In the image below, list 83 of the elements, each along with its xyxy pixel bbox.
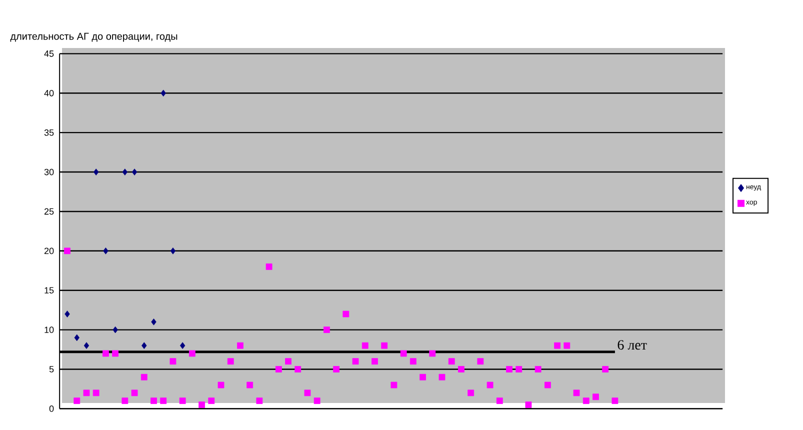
point — [179, 398, 186, 404]
point — [112, 350, 119, 357]
point — [198, 402, 205, 408]
y-tick-label: 15 — [44, 287, 54, 294]
point — [266, 263, 272, 270]
point — [448, 358, 455, 365]
point — [103, 248, 108, 254]
point — [592, 394, 599, 400]
point — [468, 390, 474, 396]
point — [324, 326, 330, 333]
point — [390, 382, 398, 388]
point — [410, 358, 416, 365]
point — [534, 366, 542, 372]
point — [582, 398, 590, 404]
point — [180, 342, 186, 349]
point — [160, 90, 166, 97]
point — [132, 168, 138, 176]
point — [64, 310, 70, 318]
point — [352, 358, 359, 365]
point — [93, 168, 99, 176]
y-axis-title: длительность АГ до операции, годы — [10, 32, 178, 42]
point — [314, 398, 320, 404]
point — [429, 350, 436, 357]
point — [218, 382, 224, 388]
point — [516, 366, 522, 372]
point — [486, 382, 494, 388]
point — [458, 366, 464, 372]
point — [74, 398, 80, 404]
point — [84, 342, 90, 349]
point — [362, 342, 368, 349]
point — [294, 366, 302, 372]
point — [131, 390, 138, 396]
point — [602, 366, 609, 372]
point — [122, 168, 128, 176]
point — [208, 398, 215, 404]
point — [564, 342, 570, 349]
y-tick-label: 25 — [44, 208, 54, 215]
point — [256, 398, 263, 404]
point — [285, 358, 292, 365]
y-tick-label: 10 — [44, 326, 54, 333]
point — [140, 374, 148, 380]
point — [438, 374, 446, 380]
point — [400, 350, 407, 357]
y-tick-label: 30 — [44, 168, 54, 176]
point — [381, 342, 388, 349]
y-tick-label: 0 — [49, 405, 54, 412]
y-tick-label: 20 — [44, 248, 54, 254]
point — [612, 398, 618, 404]
y-tick-label: 5 — [49, 366, 54, 372]
y-tick-label: 40 — [44, 90, 54, 96]
point — [170, 358, 176, 365]
ref-line-label: 6 лет — [618, 340, 647, 350]
point — [342, 310, 350, 318]
point — [160, 398, 167, 404]
y-tick-label: 45 — [44, 50, 54, 57]
point — [151, 318, 156, 326]
point — [506, 366, 512, 372]
y-tick-label: 35 — [44, 129, 54, 136]
point — [237, 342, 244, 349]
point — [83, 390, 90, 396]
point — [170, 248, 176, 254]
point — [74, 334, 80, 342]
point — [544, 382, 551, 388]
point — [304, 390, 311, 396]
point — [112, 326, 118, 334]
point — [246, 382, 254, 388]
point — [142, 342, 147, 349]
point — [227, 358, 234, 365]
point — [150, 398, 157, 404]
point — [64, 248, 70, 254]
point — [275, 366, 282, 372]
point — [333, 366, 340, 372]
point — [477, 358, 484, 365]
point — [102, 350, 109, 357]
point — [525, 402, 532, 408]
point — [188, 350, 196, 357]
point — [554, 342, 560, 349]
point — [573, 390, 580, 396]
point — [496, 398, 503, 404]
point — [92, 390, 100, 396]
point — [122, 398, 128, 404]
point — [420, 374, 426, 380]
point — [372, 358, 378, 365]
